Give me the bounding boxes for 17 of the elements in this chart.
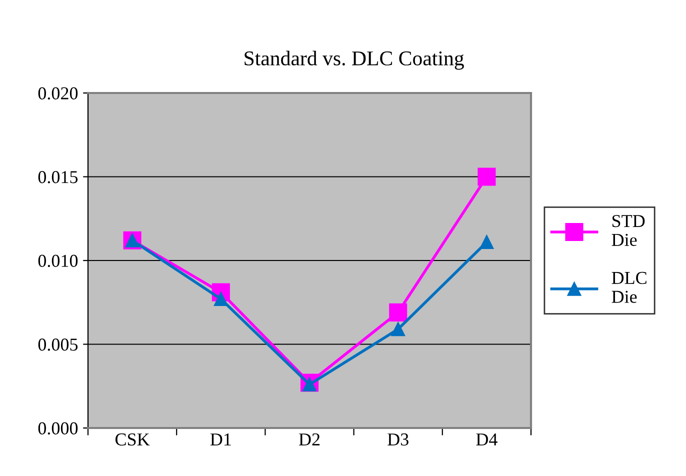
y-tick-label: 0.005 — [38, 338, 78, 351]
x-tick-label: D3 — [388, 433, 408, 446]
point — [389, 303, 408, 322]
x-tick-label: D1 — [210, 433, 231, 446]
y-tick-label: 0.010 — [38, 254, 78, 268]
point — [391, 322, 406, 336]
point — [478, 168, 496, 186]
x-tick-label: CSK — [115, 433, 150, 446]
x-tick-label: D2 — [298, 433, 320, 446]
y-tick-label: 0.000 — [38, 422, 78, 435]
chart-title: Standard vs. DLC Coating — [244, 50, 464, 70]
y-tick-label: 0.015 — [38, 171, 78, 184]
legend-label: STD Die — [612, 214, 645, 246]
x-tick-label: D4 — [476, 434, 498, 446]
legend-label: DLC Die — [612, 272, 646, 303]
y-tick-label: 0.020 — [38, 87, 78, 100]
point — [480, 235, 494, 250]
